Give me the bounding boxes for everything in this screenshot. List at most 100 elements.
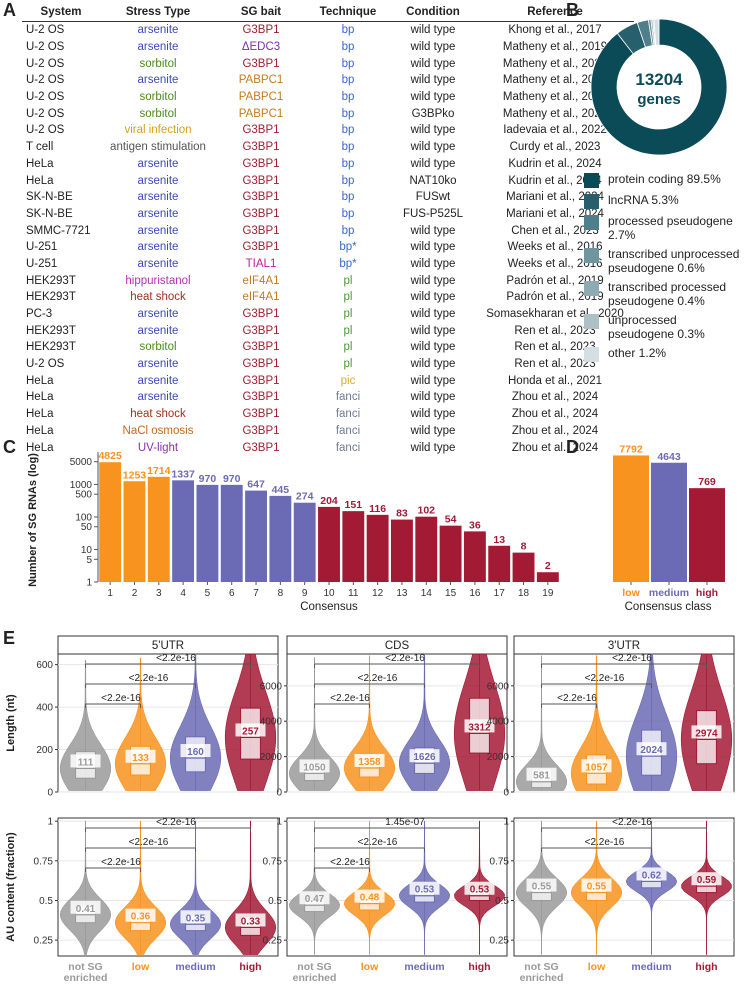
legend-item: protein coding 89.5% (584, 172, 744, 188)
median-label-bg (636, 742, 667, 756)
median-label-bg (70, 900, 101, 914)
cell-reference: Ren et al., 2023 (514, 341, 596, 354)
table-row: HEK293T heat shock eIF4A1 pl wild type Padrón… (22, 289, 634, 306)
y-tick-label: 400 (36, 703, 53, 714)
cell-technique: bp (341, 157, 355, 170)
bar-value-label: 1253 (123, 469, 147, 481)
y-tick-label: 0.75 (490, 856, 510, 867)
p-value-label: <2.2e-16 (129, 673, 169, 684)
cell-system: HeLa (26, 374, 54, 387)
legend-swatch (584, 281, 599, 296)
cell-reference: Zhou et al., 2024 (511, 424, 599, 437)
median-label: 1050 (303, 762, 326, 773)
median-label: 0.53 (415, 885, 435, 896)
x-tick-label: high (696, 587, 718, 599)
col-header-reference: Reference (476, 3, 634, 22)
p-value-label: <2.2e-16 (330, 857, 370, 868)
median-label-bg (125, 749, 156, 763)
y-tick-label: 2000 (260, 752, 283, 763)
bar-value-label: 4825 (98, 450, 122, 462)
cell-stress-type: heat shock (130, 291, 186, 304)
facet-title: CDS (385, 640, 410, 652)
table-body: U-2 OS arsenite G3BP1 bp wild type Khong et a… (22, 22, 634, 456)
cell-technique: pic (340, 374, 356, 387)
table-row: U-2 OS viral infection G3BP1 bp wild type Iad… (22, 122, 634, 139)
legend-swatch (584, 347, 599, 362)
col-header-system: System (22, 3, 100, 22)
cell-reference: Zhou et al., 2024 (511, 391, 599, 404)
cell-stress-type: hippuristanol (125, 274, 191, 287)
table-row: HeLa arsenite G3BP1 bp wild type Kudrin et al… (22, 156, 634, 173)
bar-value-label: 102 (417, 505, 435, 517)
bar (342, 511, 365, 582)
cell-sg-bait: G3BP1 (242, 124, 280, 137)
bar (488, 545, 511, 582)
cell-technique: bp (341, 41, 355, 54)
cell-reference: Matheny et al., 2021 (502, 57, 608, 70)
table-row: SK-N-BE arsenite G3BP1 bp FUS-P525L Mariani e… (22, 206, 634, 223)
bar (463, 531, 486, 582)
cell-stress-type: arsenite (137, 224, 179, 237)
x-axis-label: Consensus class (625, 601, 712, 613)
cell-condition: NAT10ko (409, 174, 457, 187)
cell-technique: pl (343, 324, 353, 337)
x-group-label: not SG (524, 961, 558, 973)
cell-reference: Matheny et al., 2019 (502, 41, 608, 54)
legend-item: unprocessed pseudogene 0.3% (584, 313, 744, 341)
bar-value-label: 83 (396, 508, 408, 520)
col-header-stress: Stress Type (100, 3, 216, 22)
median-label: 160 (187, 747, 204, 758)
x-tick-label: 9 (302, 588, 308, 599)
cell-stress-type: antigen stimulation (110, 141, 206, 154)
table-row: SK-N-BE arsenite G3BP1 bp FUSwt Mariani et al… (22, 189, 634, 206)
donut-legend: protein coding 89.5% lncRNA 5.3% processed… (584, 172, 744, 367)
median-label: 1626 (413, 752, 436, 763)
median-label: 257 (242, 726, 259, 737)
panel-label-c: C (3, 437, 16, 457)
p-value-label: <2.2e-16 (385, 653, 425, 664)
median-label: 0.35 (186, 913, 206, 924)
panel-label-e: E (3, 628, 16, 648)
cell-technique: fanci (335, 391, 361, 404)
x-group-label: low (361, 961, 379, 973)
p-value-label: <2.2e-16 (101, 693, 141, 704)
donut-center-label: genes (637, 91, 680, 108)
x-tick-label: medium (649, 587, 689, 599)
table-row: U-2 OS sorbitol PABPC1 bp G3BPko Matheny et a… (22, 105, 634, 122)
cell-sg-bait: G3BP1 (242, 441, 280, 454)
bar (172, 480, 195, 582)
table-row: HEK293T hippuristanol eIF4A1 pl wild type Pad… (22, 272, 634, 289)
bar (123, 481, 146, 582)
x-group-label: medium (175, 961, 215, 973)
median-label: 1057 (585, 762, 608, 773)
y-tick-label: 0 (503, 788, 509, 799)
cell-stress-type: arsenite (137, 157, 179, 170)
median-label-bg (691, 872, 722, 886)
cell-condition: wild type (410, 24, 456, 37)
median-label-bg (409, 749, 440, 763)
x-group-label: high (695, 961, 717, 973)
median-label-bg (354, 753, 385, 767)
p-value-label: <2.2e-16 (585, 837, 625, 848)
bar (651, 462, 687, 582)
cell-reference: Padrón et al., 2019 (506, 274, 604, 287)
x-axis-label: Consensus (300, 601, 358, 613)
median-label-bg (464, 719, 495, 733)
cell-technique: bp (341, 107, 355, 120)
x-tick-label: 4 (180, 588, 186, 599)
y-tick-label: 2000 (487, 752, 510, 763)
median-label: 0.36 (131, 912, 151, 923)
cell-system: U-2 OS (26, 24, 65, 37)
cell-reference: Weeks et al., 2016 (507, 257, 603, 270)
legend-item: other 1.2% (584, 346, 744, 362)
cell-sg-bait: ΔEDC3 (241, 41, 281, 54)
y-tick-label: 0.5 (39, 896, 53, 907)
y-tick-label: 6000 (260, 681, 283, 692)
cell-technique: bp (341, 207, 355, 220)
cell-system: U-2 OS (26, 74, 65, 87)
legend-item: transcribed unprocessed pseudogene 0.6% (584, 247, 744, 275)
x-tick-label: low (622, 587, 640, 599)
bar-value-label: 274 (296, 491, 314, 503)
legend-label: unprocessed pseudogene 0.3% (608, 313, 705, 341)
cell-condition: wild type (410, 374, 456, 387)
